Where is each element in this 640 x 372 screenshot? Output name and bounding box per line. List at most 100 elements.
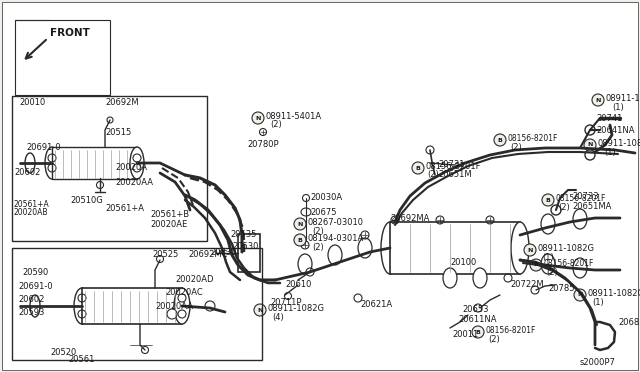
- Text: 20611NA: 20611NA: [458, 315, 497, 324]
- Ellipse shape: [358, 238, 372, 258]
- Circle shape: [107, 117, 113, 123]
- Text: (1): (1): [604, 148, 616, 157]
- Ellipse shape: [45, 147, 59, 179]
- Text: 20602: 20602: [14, 168, 40, 177]
- Text: 20733: 20733: [572, 192, 598, 201]
- Text: 20530: 20530: [232, 242, 259, 251]
- Text: N: N: [595, 97, 601, 103]
- Bar: [390, 222, 520, 274]
- Text: (2): (2): [270, 120, 282, 129]
- Bar: [82, 288, 182, 324]
- Text: N: N: [577, 292, 582, 298]
- Ellipse shape: [298, 254, 312, 274]
- Text: 20520: 20520: [50, 348, 76, 357]
- Circle shape: [592, 94, 604, 106]
- Text: B: B: [415, 166, 420, 170]
- Text: 20780P: 20780P: [247, 140, 279, 149]
- Ellipse shape: [130, 147, 144, 179]
- Text: B: B: [298, 237, 303, 243]
- Text: N: N: [298, 221, 303, 227]
- Text: (1): (1): [542, 253, 554, 262]
- Text: 20741: 20741: [596, 114, 622, 123]
- Text: 20685E: 20685E: [618, 318, 640, 327]
- Text: (2): (2): [510, 143, 522, 152]
- Text: 20590: 20590: [22, 268, 48, 277]
- Circle shape: [254, 304, 266, 316]
- Ellipse shape: [381, 222, 399, 274]
- Bar: [52, 147, 137, 179]
- Text: (2): (2): [558, 203, 570, 212]
- Text: 20692MA: 20692MA: [390, 214, 429, 223]
- Text: 08156-8201F: 08156-8201F: [486, 326, 536, 335]
- Ellipse shape: [573, 209, 587, 229]
- Ellipse shape: [30, 295, 40, 317]
- Text: 20030: 20030: [210, 248, 236, 257]
- Text: 20020AC: 20020AC: [165, 288, 203, 297]
- Ellipse shape: [541, 214, 555, 234]
- Text: B: B: [476, 330, 481, 334]
- Text: (2): (2): [312, 243, 324, 252]
- Ellipse shape: [25, 153, 35, 173]
- Text: (4): (4): [272, 313, 284, 322]
- Text: N: N: [257, 308, 262, 312]
- Text: 20525: 20525: [152, 250, 179, 259]
- Text: 20515: 20515: [105, 128, 131, 137]
- Text: 20561+A: 20561+A: [105, 204, 144, 213]
- Text: B: B: [497, 138, 502, 142]
- Text: 08911-5401A: 08911-5401A: [266, 112, 322, 121]
- Text: N: N: [588, 142, 593, 148]
- Bar: [12, 248, 262, 360]
- Text: 08156-8201F: 08156-8201F: [425, 162, 481, 171]
- Circle shape: [294, 218, 306, 230]
- Circle shape: [574, 289, 586, 301]
- Text: 20020AA: 20020AA: [115, 178, 153, 187]
- Text: 20561+B: 20561+B: [150, 210, 189, 219]
- Ellipse shape: [511, 222, 529, 274]
- Text: 20785: 20785: [548, 284, 575, 293]
- Text: (1): (1): [612, 103, 624, 112]
- Circle shape: [584, 139, 596, 151]
- Bar: [12, 96, 207, 241]
- Circle shape: [294, 234, 306, 246]
- Text: 20535: 20535: [230, 230, 257, 239]
- Circle shape: [585, 150, 595, 160]
- Text: 20100: 20100: [450, 258, 476, 267]
- Ellipse shape: [573, 258, 587, 278]
- Circle shape: [167, 309, 177, 319]
- Text: 20020AB: 20020AB: [14, 208, 49, 217]
- Ellipse shape: [541, 254, 555, 274]
- Text: s2000P7: s2000P7: [579, 358, 615, 367]
- Circle shape: [472, 326, 484, 338]
- Circle shape: [542, 194, 554, 206]
- Text: 20020A: 20020A: [115, 163, 147, 172]
- Ellipse shape: [328, 245, 342, 265]
- Text: 20722M: 20722M: [510, 280, 543, 289]
- Text: 08911-1082G: 08911-1082G: [588, 289, 640, 298]
- Text: 20691-0: 20691-0: [26, 143, 61, 152]
- Text: (2): (2): [546, 268, 557, 277]
- Text: 08911-1082G: 08911-1082G: [538, 244, 595, 253]
- Text: (2): (2): [488, 335, 500, 344]
- Circle shape: [585, 125, 595, 135]
- Ellipse shape: [174, 288, 190, 324]
- Circle shape: [252, 112, 264, 124]
- Circle shape: [412, 162, 424, 174]
- Circle shape: [524, 244, 536, 256]
- Text: 20020AE: 20020AE: [150, 220, 188, 229]
- Text: 08911-1082G: 08911-1082G: [598, 139, 640, 148]
- Text: 20030A: 20030A: [310, 193, 342, 202]
- Text: 20711P: 20711P: [270, 298, 301, 307]
- Text: B: B: [534, 263, 538, 267]
- Text: (2): (2): [312, 227, 324, 236]
- Text: 20011: 20011: [452, 330, 478, 339]
- Text: 08911-1082G: 08911-1082G: [606, 94, 640, 103]
- Text: 20692M: 20692M: [105, 98, 139, 107]
- Text: FRONT: FRONT: [50, 28, 90, 38]
- Text: 20621A: 20621A: [360, 300, 392, 309]
- Text: 20610: 20610: [285, 280, 312, 289]
- Text: (1): (1): [592, 298, 604, 307]
- Circle shape: [494, 134, 506, 146]
- Text: 08156-8201F: 08156-8201F: [556, 194, 606, 203]
- Text: 08911-1082G: 08911-1082G: [268, 304, 325, 313]
- Ellipse shape: [74, 288, 90, 324]
